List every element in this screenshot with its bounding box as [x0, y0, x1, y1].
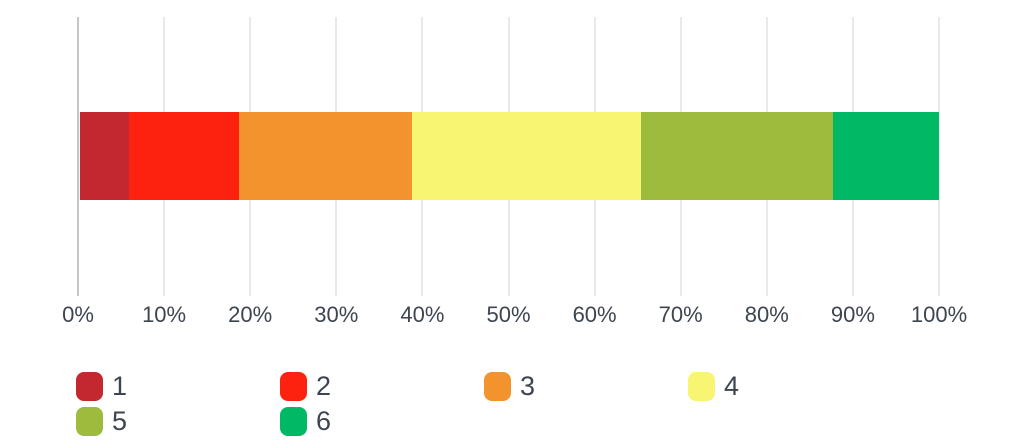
bar-segment-4[interactable]	[412, 112, 641, 200]
legend-swatch	[76, 407, 103, 436]
x-tick-label: 10%	[142, 302, 187, 327]
legend-item-label: 2	[316, 371, 332, 401]
legend-item-6[interactable]: 6	[280, 407, 331, 436]
gridline	[938, 17, 940, 296]
legend-swatch	[76, 372, 103, 401]
legend-swatch	[280, 407, 307, 436]
legend-item-label: 5	[112, 406, 128, 436]
legend-item-2[interactable]: 2	[280, 372, 331, 401]
x-tick-label: 50%	[486, 302, 531, 327]
legend-item-5[interactable]: 5	[76, 407, 127, 436]
x-tick-label: 80%	[744, 302, 789, 327]
bar-segment-1[interactable]	[80, 112, 129, 200]
legend-swatch	[484, 372, 511, 401]
x-tick-label: 40%	[400, 302, 445, 327]
bar-segment-2[interactable]	[128, 112, 239, 200]
x-tick-label: 20%	[228, 302, 273, 327]
x-tick-label: 90%	[830, 302, 875, 327]
legend-swatch	[280, 372, 307, 401]
x-tick-label: 70%	[658, 302, 703, 327]
x-tick-label: 0%	[62, 302, 94, 327]
legend-item-label: 4	[724, 371, 740, 401]
bar-segment-5[interactable]	[640, 112, 834, 200]
bar-segment-3[interactable]	[238, 112, 413, 200]
legend-item-1[interactable]: 1	[76, 372, 127, 401]
x-tick-label: 100%	[910, 302, 968, 327]
x-tick-label: 30%	[314, 302, 359, 327]
legend-item-3[interactable]: 3	[484, 372, 535, 401]
legend-item-label: 1	[112, 371, 128, 401]
legend-item-4[interactable]: 4	[688, 372, 739, 401]
bar-segment-6[interactable]	[833, 112, 939, 200]
stacked-bar	[80, 112, 939, 200]
legend-item-label: 6	[316, 406, 332, 436]
legend-swatch	[688, 372, 715, 401]
legend-item-label: 3	[520, 371, 536, 401]
x-tick-label: 60%	[572, 302, 617, 327]
y-axis-line	[77, 17, 79, 296]
